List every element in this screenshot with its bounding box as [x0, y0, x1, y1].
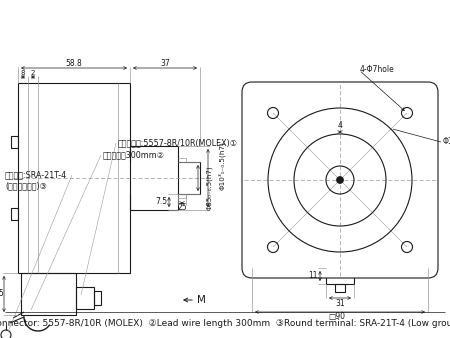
Text: 31: 31	[335, 298, 345, 308]
Text: 4: 4	[338, 121, 342, 129]
Text: Φ104±0.5: Φ104±0.5	[443, 138, 450, 146]
Text: 8: 8	[21, 70, 25, 76]
Text: 引出线长度300mm②: 引出线长度300mm②	[103, 150, 165, 160]
Text: 连接器插头:5557-8R/10R(MOLEX)①: 连接器插头:5557-8R/10R(MOLEX)①	[118, 139, 238, 147]
Text: Φ10³₀₋₀.5(h7): Φ10³₀₋₀.5(h7)	[218, 142, 226, 190]
Text: 7.5: 7.5	[155, 197, 167, 207]
Bar	[94, 291, 101, 305]
Text: 2: 2	[31, 70, 35, 76]
Text: 28.5: 28.5	[0, 290, 4, 298]
Text: Φ85₀₋₀.5(h7): Φ85₀₋₀.5(h7)	[206, 166, 212, 210]
Text: (低压无接地线)③: (低压无接地线)③	[5, 182, 47, 191]
Text: 11: 11	[308, 271, 318, 281]
Text: 圆形端子:SRA-21T-4: 圆形端子:SRA-21T-4	[5, 170, 67, 179]
Text: 4-Φ7hole: 4-Φ7hole	[360, 66, 395, 74]
Text: 37: 37	[160, 58, 170, 68]
Circle shape	[337, 176, 343, 184]
Text: ①Connector: 5557-8R/10R (MOLEX)  ②Lead wire length 300mm  ③Round terminal: SRA-2: ①Connector: 5557-8R/10R (MOLEX) ②Lead wi…	[0, 319, 450, 329]
FancyBboxPatch shape	[242, 82, 438, 278]
Text: M: M	[197, 295, 206, 305]
Bar	[178, 162, 200, 194]
Text: 58.8: 58.8	[66, 58, 82, 68]
Bar	[21, 273, 76, 315]
Bar	[11, 136, 18, 148]
Bar	[18, 83, 130, 273]
Text: 25: 25	[177, 203, 187, 213]
Text: □90: □90	[328, 313, 346, 321]
Bar	[335, 284, 345, 292]
Bar	[11, 208, 18, 220]
Bar	[76, 287, 94, 309]
Bar	[326, 268, 354, 284]
